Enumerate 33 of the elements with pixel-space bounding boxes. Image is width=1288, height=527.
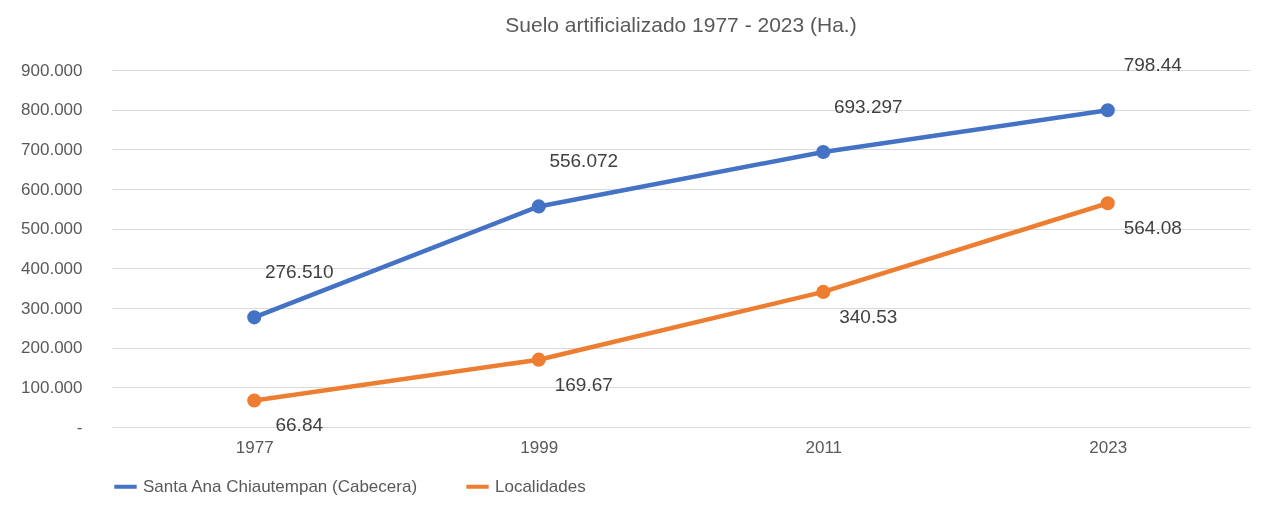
y-tick-label: 200.000	[21, 338, 83, 358]
y-tick-label: 600.000	[21, 179, 83, 199]
y-tick-label: 300.000	[21, 298, 83, 318]
y-tick-label: -	[76, 417, 83, 437]
legend-label: Santa Ana Chiautempan (Cabecera)	[143, 476, 418, 496]
y-tick-label: 100.000	[21, 377, 83, 397]
data-label: 798.44	[1123, 54, 1183, 76]
y-tick-label: 900.000	[21, 60, 83, 80]
data-label: 276.510	[264, 261, 334, 283]
x-tick-label: 2011	[805, 437, 843, 457]
point	[247, 393, 262, 408]
x-tick-label: 1977	[235, 437, 274, 457]
point	[816, 144, 831, 160]
y-tick-label: 700.000	[21, 139, 83, 159]
y-tick-label: 800.000	[21, 100, 83, 120]
data-label: 66.84	[275, 414, 324, 436]
data-label: 564.08	[1123, 217, 1182, 239]
legend-label: Localidades	[495, 476, 586, 496]
point	[816, 284, 831, 299]
point	[531, 199, 546, 214]
point	[531, 352, 546, 367]
y-tick-label: 400.000	[21, 258, 83, 278]
x-tick-label: 1999	[520, 437, 559, 457]
chart-title: Suelo artificializado 1977 - 2023 (Ha.)	[505, 13, 857, 37]
data-label: 340.53	[839, 305, 898, 327]
point	[1100, 196, 1115, 211]
data-label: 693.297	[833, 95, 903, 117]
data-label: 556.072	[549, 150, 619, 172]
y-tick-label: 500.000	[21, 219, 83, 239]
x-tick-label: 2023	[1089, 437, 1128, 457]
point	[1100, 103, 1115, 118]
data-label: 169.67	[554, 373, 613, 395]
point	[247, 310, 262, 325]
